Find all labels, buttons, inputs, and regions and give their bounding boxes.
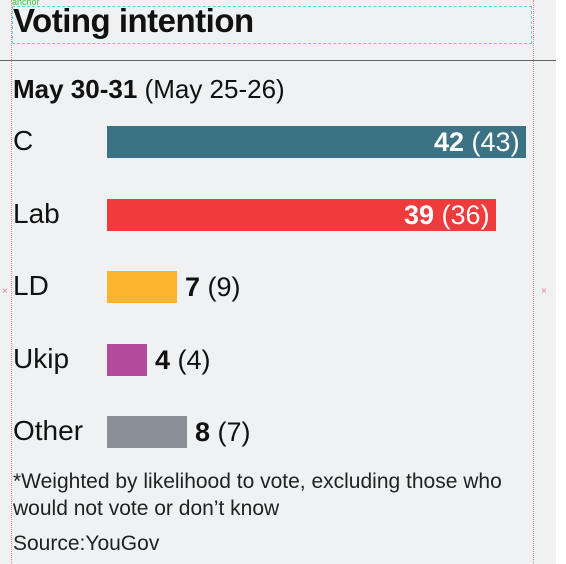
guide-line-right <box>533 0 534 564</box>
value-group-ld: 7 (9) <box>185 271 241 303</box>
value-group-lab: 39 (36) <box>404 199 490 231</box>
chart-title: Voting intention <box>13 2 254 39</box>
bar-lab <box>107 199 496 231</box>
value-label-lab: 39 <box>404 200 435 230</box>
value-label-ld: 7 <box>185 272 201 302</box>
guide-marker-left: × <box>2 286 8 297</box>
previous-value-label-other: (7) <box>210 417 251 447</box>
subtitle-current-period: May 30-31 <box>13 74 138 104</box>
subtitle-previous-period: (May 25-26) <box>144 74 285 104</box>
chart-subtitle: May 30-31 (May 25-26) <box>13 74 285 105</box>
category-label-lab: Lab <box>13 198 60 229</box>
title-divider <box>0 60 556 61</box>
value-group-other: 8 (7) <box>195 416 251 448</box>
footnote: *Weighted by likelihood to vote, excludi… <box>13 470 502 520</box>
category-label-c: C <box>13 125 34 156</box>
bar-ld <box>107 271 177 303</box>
value-group-c: 42 (43) <box>434 126 520 158</box>
guide-line-left <box>11 0 12 564</box>
previous-value-label-ld: (9) <box>200 272 241 302</box>
value-label-ukip: 4 <box>155 345 171 375</box>
anchor-label: anchor <box>12 0 40 7</box>
previous-value-label-lab: (36) <box>434 200 490 230</box>
guide-marker-right: × <box>541 286 547 297</box>
value-label-c: 42 <box>434 127 465 157</box>
category-label-ukip: Ukip <box>13 343 70 374</box>
value-label-other: 8 <box>195 417 211 447</box>
value-group-ukip: 4 (4) <box>155 344 211 376</box>
category-label-other: Other <box>13 415 84 446</box>
previous-value-label-c: (43) <box>464 127 520 157</box>
category-label-ld: LD <box>13 270 49 301</box>
title-bounding-box <box>12 6 532 44</box>
bar-other <box>107 416 187 448</box>
bar-c <box>107 126 526 158</box>
source-note: Source:YouGov <box>13 532 160 555</box>
previous-value-label-ukip: (4) <box>170 345 211 375</box>
bar-ukip <box>107 344 147 376</box>
